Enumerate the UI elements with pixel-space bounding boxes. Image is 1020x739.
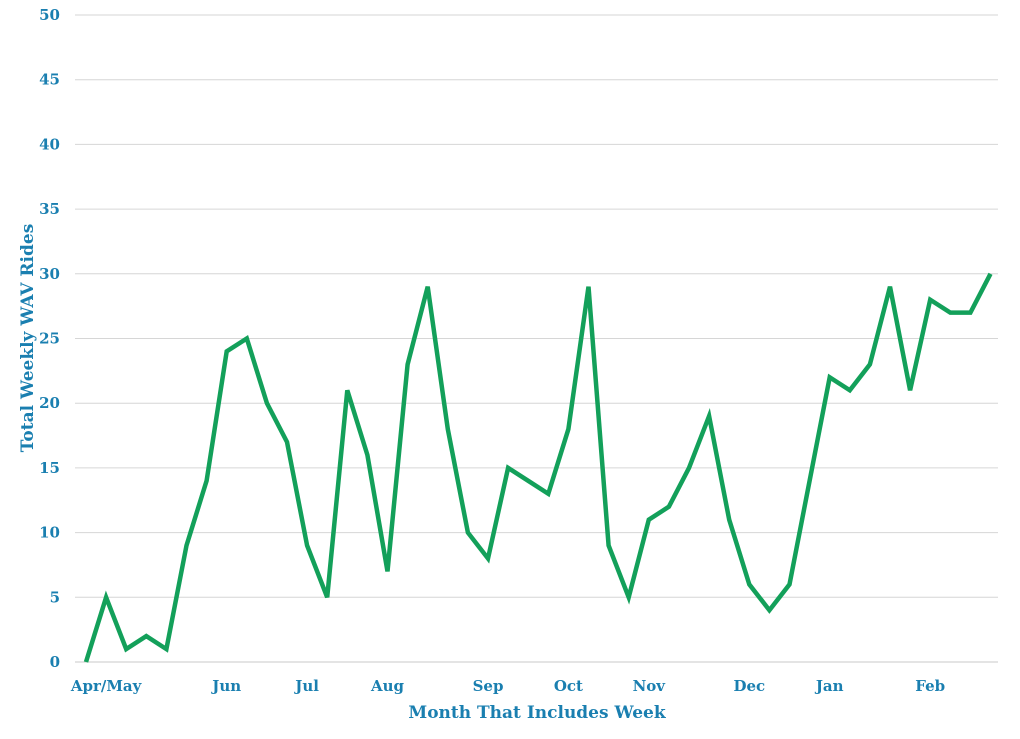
x-axis-title: Month That Includes Week bbox=[408, 703, 666, 723]
x-tick-label-feb: Feb bbox=[915, 677, 945, 695]
y-tick-label-25: 25 bbox=[39, 330, 60, 348]
series-line-0 bbox=[83, 272, 993, 663]
y-tick-label-5: 5 bbox=[50, 588, 60, 606]
y-tick-label-40: 40 bbox=[39, 135, 60, 153]
y-tick-label-50: 50 bbox=[39, 6, 60, 24]
x-tick-label-jan: Jan bbox=[814, 677, 844, 695]
x-tick-label-nov: Nov bbox=[633, 677, 667, 695]
y-tick-label-15: 15 bbox=[39, 459, 60, 477]
y-tick-label-30: 30 bbox=[39, 265, 60, 283]
y-tick-label-10: 10 bbox=[39, 524, 60, 542]
gridlines bbox=[75, 14, 998, 663]
y-tick-label-20: 20 bbox=[39, 394, 60, 412]
x-tick-label-aug: Aug bbox=[370, 677, 405, 695]
x-tick-label-jun: Jun bbox=[210, 677, 241, 695]
series-layer bbox=[83, 272, 993, 663]
y-tick-label-45: 45 bbox=[39, 71, 60, 89]
y-axis-tick-labels: 0 5 10 15 20 25 30 35 40 45 50 bbox=[39, 6, 60, 671]
x-axis-tick-labels: Apr/May Jun Jul Aug Sep Oct Nov Dec Jan Feb bbox=[70, 677, 945, 695]
y-tick-label-0: 0 bbox=[50, 653, 60, 671]
y-tick-label-35: 35 bbox=[39, 200, 60, 218]
x-tick-label-apr-may: Apr/May bbox=[70, 677, 143, 695]
x-tick-label-jul: Jul bbox=[293, 677, 319, 695]
x-tick-label-sep: Sep bbox=[473, 677, 504, 695]
x-tick-label-oct: Oct bbox=[554, 677, 583, 695]
y-axis-title: Total Weekly WAV Rides bbox=[18, 224, 38, 453]
x-tick-label-dec: Dec bbox=[733, 677, 765, 695]
